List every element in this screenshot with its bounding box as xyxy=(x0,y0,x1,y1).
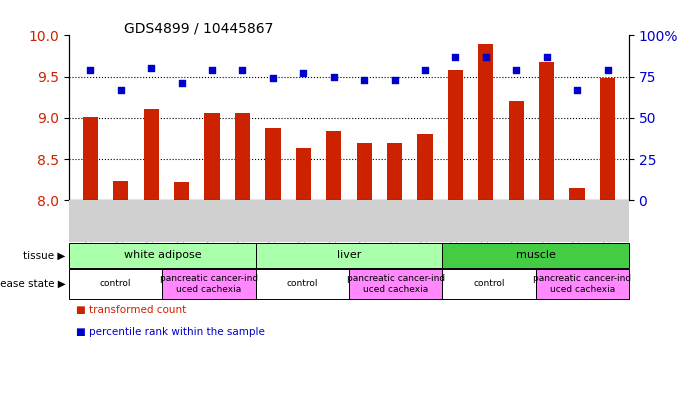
Bar xyxy=(478,44,493,200)
Point xyxy=(176,80,187,86)
Bar xyxy=(235,113,250,200)
Point xyxy=(298,70,309,77)
Bar xyxy=(569,188,585,200)
Text: GDS4899 / 10445867: GDS4899 / 10445867 xyxy=(124,22,274,36)
Bar xyxy=(83,117,98,200)
Bar xyxy=(539,62,554,200)
Bar xyxy=(205,113,220,200)
Point xyxy=(450,54,461,60)
Bar xyxy=(326,131,341,200)
Text: tissue ▶: tissue ▶ xyxy=(23,250,66,261)
Bar xyxy=(265,128,281,200)
Bar xyxy=(417,134,433,200)
Bar xyxy=(387,143,402,200)
Text: pancreatic cancer-ind
uced cachexia: pancreatic cancer-ind uced cachexia xyxy=(533,274,632,294)
Text: white adipose: white adipose xyxy=(124,250,201,261)
Bar xyxy=(600,78,615,200)
Point xyxy=(328,73,339,80)
Bar xyxy=(113,182,129,200)
Point xyxy=(85,67,96,73)
Point xyxy=(389,77,400,83)
Point xyxy=(541,54,552,60)
Bar xyxy=(357,143,372,200)
Point xyxy=(237,67,248,73)
Point xyxy=(146,65,157,72)
Point xyxy=(115,87,126,93)
Bar xyxy=(174,182,189,200)
Text: muscle: muscle xyxy=(515,250,556,261)
Bar xyxy=(509,101,524,200)
Text: disease state ▶: disease state ▶ xyxy=(0,279,66,289)
Text: ■ transformed count: ■ transformed count xyxy=(76,305,187,316)
Point xyxy=(480,54,491,60)
Text: pancreatic cancer-ind
uced cachexia: pancreatic cancer-ind uced cachexia xyxy=(160,274,258,294)
Point xyxy=(359,77,370,83)
Point xyxy=(267,75,278,81)
Bar xyxy=(448,70,463,200)
Bar xyxy=(296,148,311,200)
Bar xyxy=(144,109,159,200)
Text: ■ percentile rank within the sample: ■ percentile rank within the sample xyxy=(76,327,265,337)
Text: control: control xyxy=(473,279,504,288)
Point xyxy=(602,67,613,73)
Text: liver: liver xyxy=(337,250,361,261)
Point xyxy=(511,67,522,73)
Text: control: control xyxy=(287,279,318,288)
Text: pancreatic cancer-ind
uced cachexia: pancreatic cancer-ind uced cachexia xyxy=(346,274,445,294)
Point xyxy=(207,67,218,73)
Point xyxy=(419,67,430,73)
Point xyxy=(571,87,583,93)
Text: control: control xyxy=(100,279,131,288)
